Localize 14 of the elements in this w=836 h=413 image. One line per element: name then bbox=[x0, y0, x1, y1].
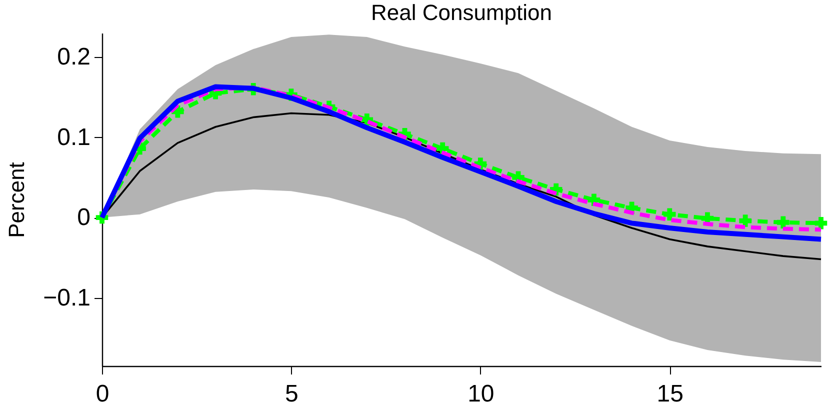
x-tick-label: 15 bbox=[656, 380, 684, 408]
point bbox=[739, 214, 752, 227]
x-tick-label: 5 bbox=[285, 380, 298, 408]
point bbox=[664, 208, 676, 220]
y-tick-label: 0.1 bbox=[57, 124, 90, 151]
point bbox=[814, 217, 828, 230]
y-tick-label: 0.2 bbox=[57, 44, 90, 71]
point bbox=[777, 216, 790, 228]
chart-title: Real Consumption bbox=[371, 0, 552, 25]
y-tick-label: −0.1 bbox=[43, 284, 90, 312]
x-tick-label: 0 bbox=[96, 380, 110, 408]
y-tick-label: 0 bbox=[77, 204, 90, 232]
x-tick-label: 10 bbox=[468, 380, 494, 408]
y-axis-title: Percent bbox=[4, 162, 30, 238]
